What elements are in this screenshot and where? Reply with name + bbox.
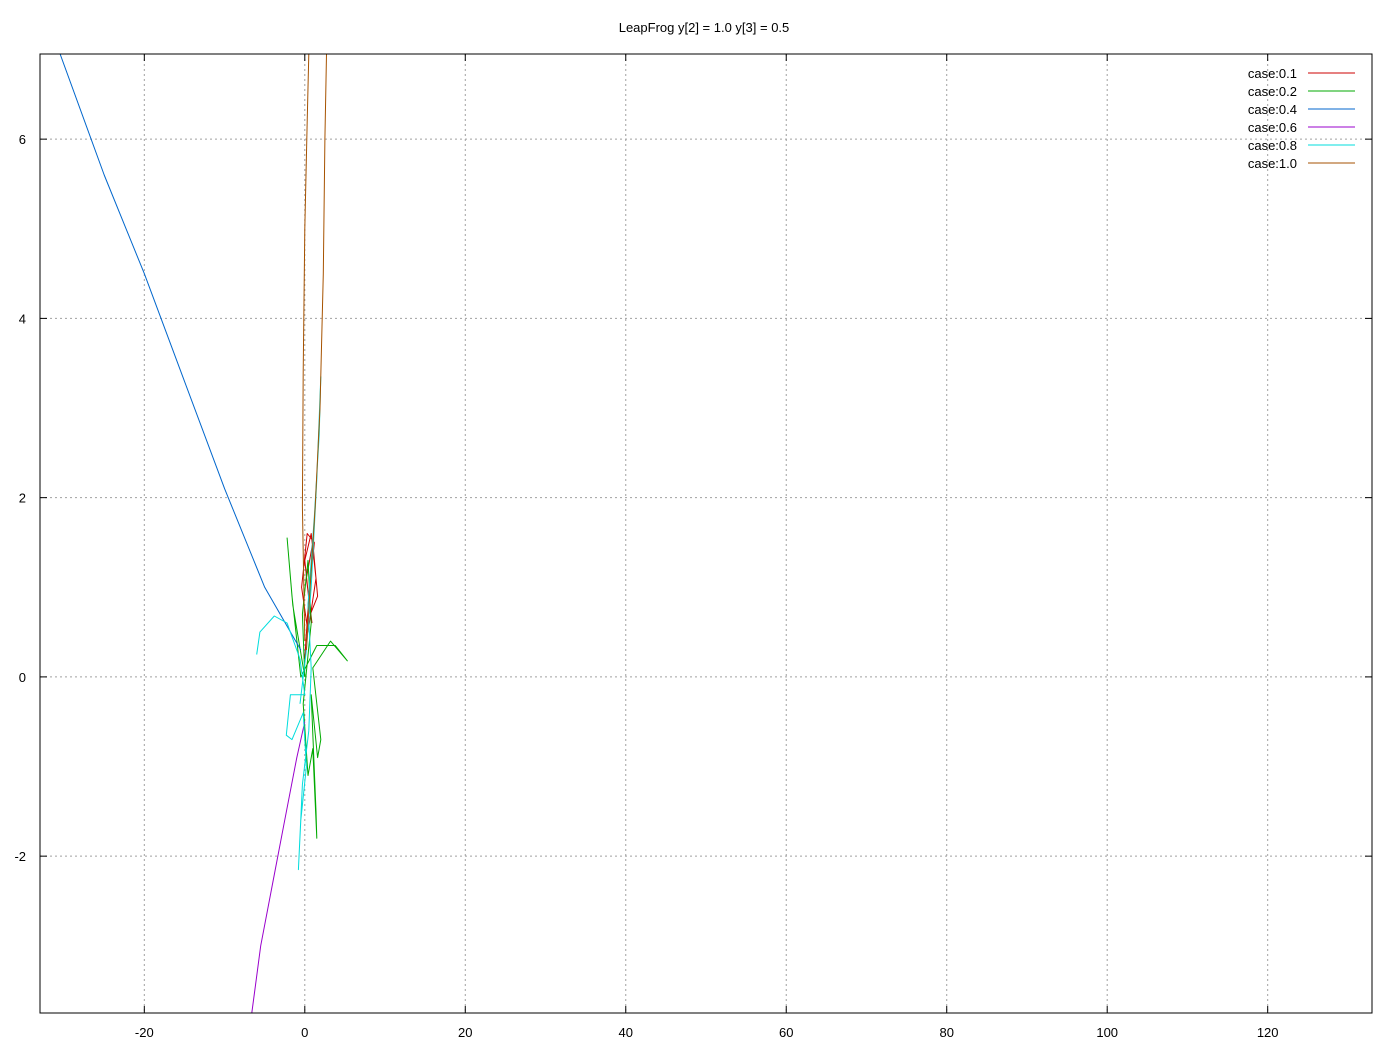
y-tick-label: 2 [19, 491, 26, 506]
x-tick-label: 20 [458, 1025, 472, 1040]
legend: case:0.1 case:0.2 case:0.4 case:0.6 case:0.8… [1248, 66, 1355, 171]
x-tick-label: 0 [301, 1025, 308, 1040]
x-tick-label: 40 [619, 1025, 633, 1040]
chart-title: LeapFrog y[2] = 1.0 y[3] = 0.5 [619, 20, 790, 35]
series-line [59, 54, 302, 651]
x-tick-label: 60 [779, 1025, 793, 1040]
series-line [251, 721, 306, 1013]
y-tick-label: 6 [19, 132, 26, 147]
x-tick-label: 80 [939, 1025, 953, 1040]
legend-label: case:1.0 [1248, 156, 1297, 171]
plot-frame [39, 53, 1373, 1014]
x-tick-label: 100 [1096, 1025, 1118, 1040]
x-tick-label: -20 [135, 1025, 154, 1040]
legend-label: case:0.1 [1248, 66, 1297, 81]
y-tick-label: 4 [19, 311, 26, 326]
legend-label: case:0.6 [1248, 120, 1297, 135]
legend-label: case:0.4 [1248, 102, 1297, 117]
series-line [301, 54, 327, 651]
grid-lines [40, 54, 1372, 1013]
x-tick-label: 120 [1257, 1025, 1279, 1040]
y-tick-label: 0 [19, 670, 26, 685]
series-line [286, 537, 348, 839]
legend-label: case:0.2 [1248, 84, 1297, 99]
legend-label: case:0.8 [1248, 138, 1297, 153]
y-tick-label: -2 [14, 849, 26, 864]
data-series [59, 54, 348, 1013]
